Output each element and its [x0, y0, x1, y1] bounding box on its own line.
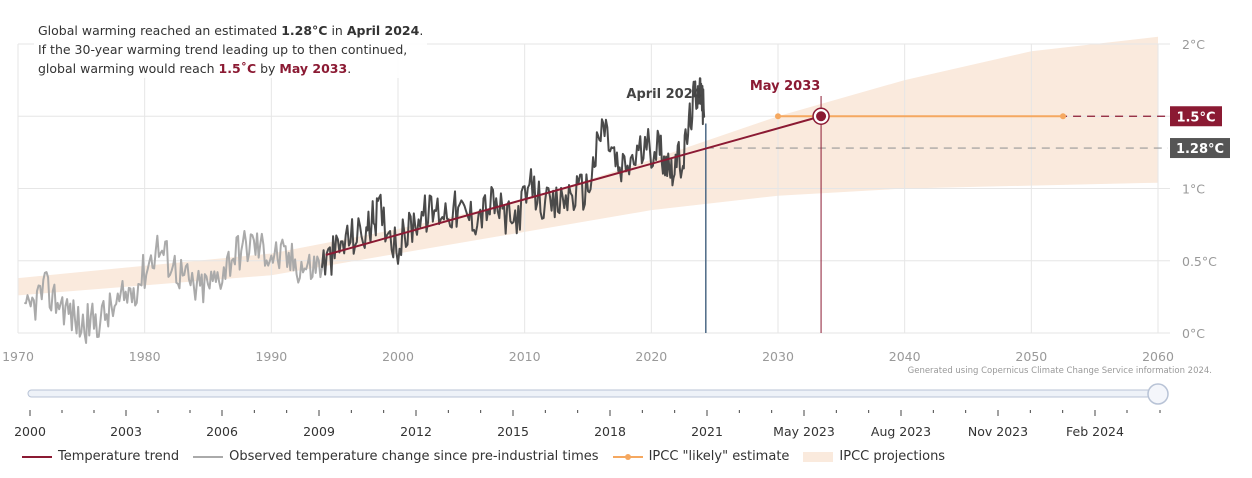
y-tick-label: 2°C	[1182, 37, 1205, 52]
observed-series-early	[24, 230, 327, 344]
y-tick-label: 0°C	[1182, 326, 1205, 341]
legend-item-ipcc-likely[interactable]: IPCC "likely" estimate	[612, 449, 789, 464]
range-slider-handle[interactable]	[1147, 383, 1169, 405]
badge-1-28	[1170, 138, 1230, 159]
x-tick-label: 1990	[255, 349, 287, 364]
x-tick-label: 2010	[509, 349, 541, 364]
x-tick-label: 2020	[635, 349, 667, 364]
legend-swatch	[803, 451, 834, 462]
legend-swatch	[193, 455, 224, 458]
slider-tick-label: 2012	[400, 424, 432, 439]
x-tick-label: 2060	[1142, 349, 1174, 364]
slider-tick-label: Feb 2024	[1066, 424, 1124, 439]
slider-tick-label: 2015	[497, 424, 529, 439]
ipcc-projections-band	[18, 36, 1158, 296]
x-tick-label: 2030	[762, 349, 794, 364]
trend-endpoint-dot	[816, 111, 827, 122]
ipcc-likely-point	[1060, 113, 1066, 120]
x-tick-label: 2050	[1015, 349, 1047, 364]
badge-1-5	[1170, 106, 1222, 127]
legend-item-trend[interactable]: Temperature trend	[22, 449, 179, 464]
slider-tick-label: Nov 2023	[968, 424, 1028, 439]
slider-tick-label: Aug 2023	[871, 424, 931, 439]
slider-tick-label: 2003	[110, 424, 142, 439]
may-2033-label: May 2033	[750, 79, 821, 94]
y-tick-label: 1°C	[1182, 182, 1205, 197]
april-2024-label: April 2024	[626, 87, 701, 102]
slider-tick-label: 2009	[303, 424, 335, 439]
observed-series-recent	[321, 77, 706, 276]
slider-tick-label: 2021	[691, 424, 723, 439]
chart-legend: Temperature trend Observed temperature c…	[22, 449, 959, 464]
legend-item-observed[interactable]: Observed temperature change since pre-in…	[193, 449, 599, 464]
x-tick-label: 1980	[129, 349, 161, 364]
x-tick-label: 2040	[889, 349, 921, 364]
badge-1-5-label: 1.5°C	[1176, 110, 1215, 125]
legend-item-ipcc-projections[interactable]: IPCC projections	[803, 449, 945, 464]
legend-swatch	[22, 455, 52, 458]
legend-swatch	[612, 453, 643, 460]
badge-1-28-label: 1.28°C	[1176, 142, 1224, 157]
credit-text: Generated using Copernicus Climate Chang…	[907, 366, 1212, 376]
slider-tick-label: 2006	[206, 424, 238, 439]
y-tick-label: 0.5°C	[1182, 254, 1217, 269]
chart-annotation: Global warming reached an estimated 1.28…	[34, 21, 428, 78]
x-tick-label: 2000	[382, 349, 414, 364]
ipcc-likely-point	[775, 113, 781, 120]
x-tick-label: 1970	[2, 349, 34, 364]
range-slider-track[interactable]	[27, 389, 1159, 398]
slider-tick-label: May 2023	[773, 424, 835, 439]
slider-tick-label: 2000	[14, 424, 46, 439]
slider-tick-label: 2018	[594, 424, 626, 439]
trend-line	[325, 115, 822, 256]
